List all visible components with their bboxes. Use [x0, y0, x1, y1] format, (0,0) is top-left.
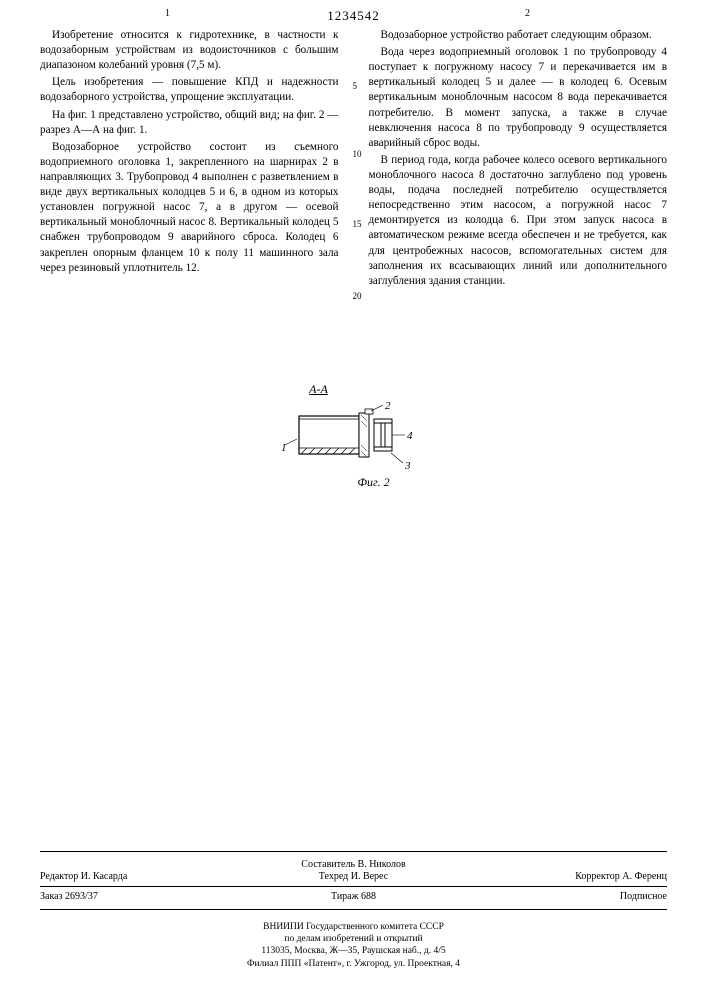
line-marker-15: 15 — [353, 218, 362, 230]
footer-line-3: 113035, Москва, Ж—35, Раушская наб., д. … — [40, 945, 667, 957]
left-paragraph-2: Цель изобретения — повышение КПД и надеж… — [40, 75, 339, 105]
line-marker-20: 20 — [353, 290, 362, 302]
credits-compiler: Составитель В. Николов — [249, 859, 458, 870]
right-paragraph-2: Вода через водоприемный оголовок 1 по тр… — [369, 45, 668, 151]
footer-line-4: Филиал ППП «Патент», г. Ужгород, ул. Про… — [40, 958, 667, 970]
credits-block: Составитель В. Николов Редактор И. Касар… — [40, 851, 667, 910]
credits-corrector: Корректор А. Ференц — [458, 871, 667, 882]
credits-print-run: Тираж 688 — [249, 891, 458, 902]
right-paragraph-3: В период года, когда рабочее колесо осев… — [369, 153, 668, 289]
right-column: 5 10 15 20 Водозаборное устройство работ… — [369, 28, 668, 291]
document-number: 1234542 — [0, 8, 707, 24]
footer-line-2: по делам изобретений и открытий — [40, 933, 667, 945]
left-paragraph-1: Изобретение относится к гидротехнике, в … — [40, 28, 339, 73]
credits-editor: Редактор И. Касарда — [40, 871, 249, 882]
figure-callout-4: 4 — [407, 430, 413, 442]
left-paragraph-4: Водозаборное устройство состоит из съемн… — [40, 140, 339, 276]
line-marker-5: 5 — [353, 80, 358, 92]
figure-callout-1: 1 — [281, 442, 287, 454]
figure-caption: Фиг. 2 — [357, 475, 389, 490]
left-column: Изобретение относится к гидротехнике, в … — [40, 28, 339, 291]
text-columns: Изобретение относится к гидротехнике, в … — [40, 28, 667, 291]
line-marker-10: 10 — [353, 148, 362, 160]
right-paragraph-1: Водозаборное устройство работает следующ… — [369, 28, 668, 43]
figure-area: А-А 1 2 3 4 — [0, 380, 707, 491]
footer-line-1: ВНИИПИ Государственного комитета СССР — [40, 921, 667, 933]
credits-teched: Техред И. Верес — [249, 871, 458, 882]
figure-callout-3: 3 — [404, 460, 411, 471]
figure-section-label: А-А — [309, 382, 328, 397]
figure-callout-2: 2 — [385, 401, 391, 412]
credits-order: Заказ 2693/37 — [40, 891, 249, 902]
left-paragraph-3: На фиг. 1 представлено устройство, общий… — [40, 108, 339, 138]
credits-subscription: Подписное — [458, 891, 667, 902]
figure-diagram: 1 2 3 4 — [279, 401, 429, 471]
footer-block: ВНИИПИ Государственного комитета СССР по… — [40, 921, 667, 970]
